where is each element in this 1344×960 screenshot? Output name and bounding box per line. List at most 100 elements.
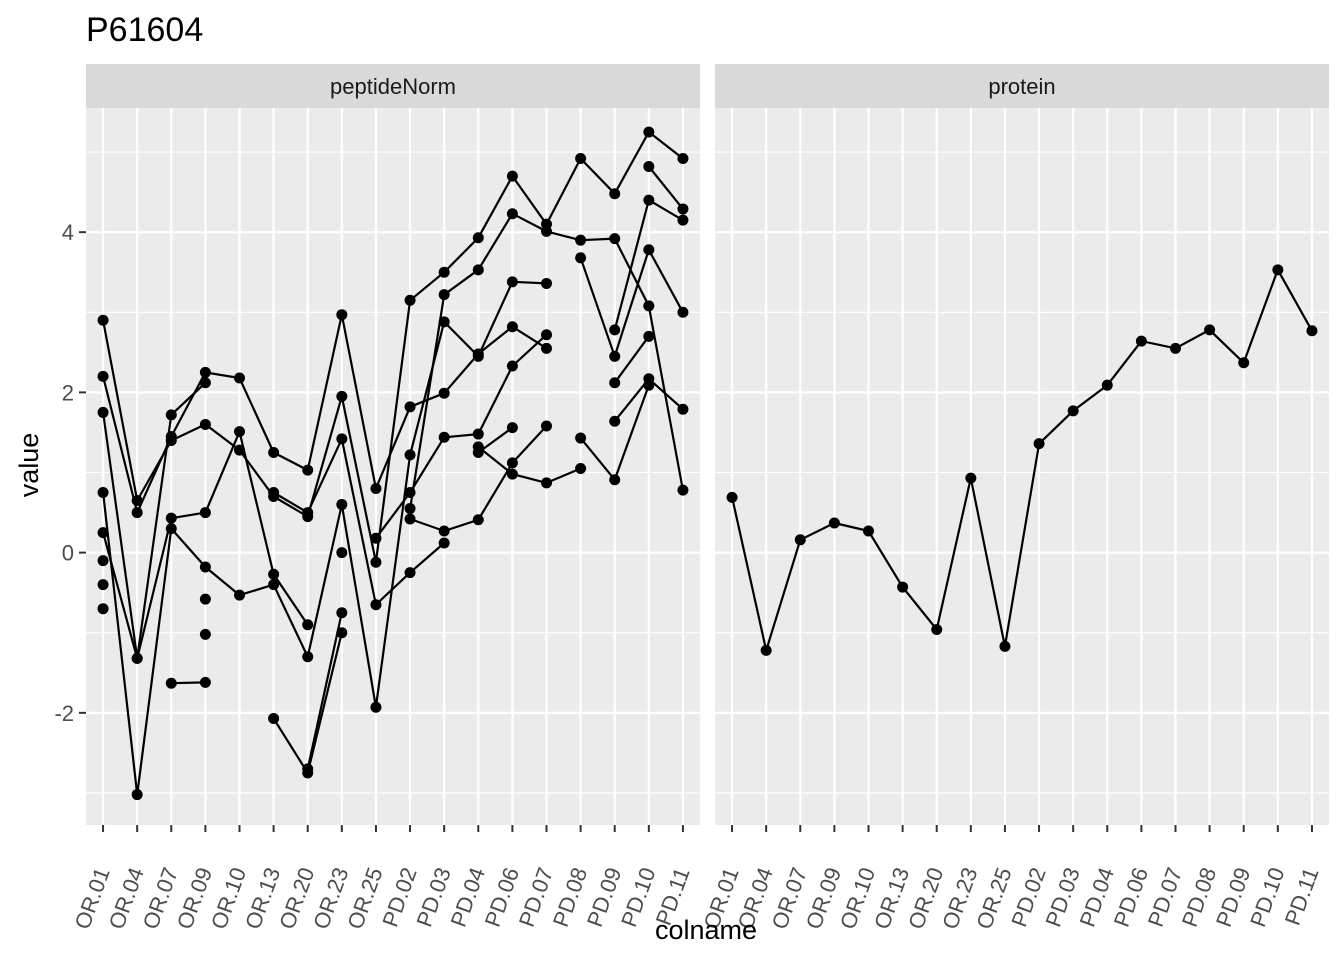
data-point bbox=[643, 126, 655, 138]
data-point bbox=[643, 300, 655, 312]
series-line bbox=[613, 335, 650, 384]
data-point bbox=[131, 652, 143, 664]
data-point bbox=[302, 763, 314, 775]
data-point bbox=[472, 441, 484, 453]
data-point bbox=[131, 789, 143, 801]
facet-strip bbox=[715, 64, 1329, 108]
facet-strip-label: peptideNorm bbox=[330, 74, 456, 99]
data-point bbox=[541, 225, 552, 237]
data-point bbox=[165, 430, 177, 442]
data-point bbox=[794, 534, 806, 546]
data-point bbox=[268, 579, 280, 591]
panel-background bbox=[86, 108, 700, 825]
data-point bbox=[97, 527, 109, 539]
data-point bbox=[575, 432, 587, 444]
data-point bbox=[472, 350, 484, 362]
series-line bbox=[273, 437, 445, 606]
data-point bbox=[472, 264, 484, 276]
data-point bbox=[1135, 335, 1147, 347]
data-point bbox=[541, 477, 552, 489]
data-point bbox=[643, 379, 655, 391]
x-axis-title: colname bbox=[655, 915, 757, 945]
data-point bbox=[370, 532, 382, 544]
data-point bbox=[575, 463, 587, 475]
data-point bbox=[1170, 342, 1181, 354]
data-point bbox=[97, 555, 109, 567]
facet-panel-protein: proteinOR.01OR.04OR.07OR.09OR.10OR.13OR.… bbox=[699, 64, 1329, 932]
facet-panels: peptideNormOR.01OR.04OR.07OR.09OR.10OR.1… bbox=[70, 64, 1329, 932]
data-point bbox=[404, 567, 416, 579]
data-point bbox=[199, 676, 211, 688]
data-point bbox=[302, 651, 314, 663]
data-point bbox=[131, 495, 143, 507]
data-point bbox=[199, 593, 211, 605]
data-point bbox=[404, 513, 416, 525]
data-point bbox=[302, 464, 314, 476]
data-point bbox=[336, 433, 348, 445]
data-point bbox=[472, 232, 484, 244]
data-point bbox=[370, 599, 382, 611]
data-point bbox=[506, 276, 518, 288]
series-line bbox=[731, 268, 1313, 652]
data-point bbox=[609, 350, 621, 362]
series-line bbox=[477, 426, 514, 454]
data-point bbox=[199, 377, 211, 389]
data-point bbox=[677, 152, 689, 164]
data-point bbox=[541, 329, 552, 341]
series-line bbox=[102, 130, 684, 564]
data-point bbox=[438, 266, 450, 278]
data-point bbox=[541, 277, 552, 289]
data-point bbox=[404, 401, 416, 413]
series-line bbox=[579, 248, 684, 358]
data-point bbox=[1101, 379, 1113, 391]
data-point bbox=[760, 644, 772, 656]
data-point bbox=[438, 537, 450, 549]
data-point bbox=[999, 640, 1011, 652]
data-point bbox=[506, 321, 518, 333]
data-point bbox=[541, 420, 552, 432]
data-point bbox=[438, 289, 450, 301]
data-point bbox=[643, 244, 655, 256]
data-point bbox=[268, 568, 280, 580]
data-point bbox=[438, 431, 450, 443]
data-point bbox=[336, 607, 348, 619]
data-point bbox=[506, 208, 518, 220]
data-point bbox=[438, 525, 450, 537]
data-point bbox=[1067, 405, 1079, 417]
data-point bbox=[506, 170, 518, 182]
series-line bbox=[647, 165, 684, 210]
data-point bbox=[438, 316, 450, 328]
data-point bbox=[336, 390, 348, 402]
data-point bbox=[165, 523, 177, 535]
data-point bbox=[199, 561, 211, 573]
data-point bbox=[268, 712, 280, 724]
data-point bbox=[404, 294, 416, 306]
data-point bbox=[97, 579, 109, 591]
data-point bbox=[677, 484, 689, 496]
data-point bbox=[234, 426, 245, 438]
data-point bbox=[828, 517, 840, 529]
data-point bbox=[1272, 264, 1284, 276]
data-point bbox=[472, 514, 484, 526]
data-point bbox=[336, 547, 348, 559]
data-point bbox=[370, 556, 382, 568]
data-point bbox=[506, 468, 518, 480]
y-axis-title: value bbox=[14, 433, 44, 498]
data-point bbox=[897, 581, 909, 593]
data-point bbox=[575, 152, 587, 164]
data-point bbox=[234, 589, 245, 601]
data-point bbox=[404, 503, 416, 515]
data-point bbox=[97, 487, 109, 499]
data-point bbox=[506, 422, 518, 434]
facet-strip-label: protein bbox=[988, 74, 1055, 99]
data-point bbox=[165, 677, 177, 689]
data-point bbox=[506, 360, 518, 372]
series-line bbox=[102, 313, 548, 514]
data-point bbox=[863, 525, 874, 537]
data-point bbox=[97, 314, 109, 326]
data-point bbox=[336, 309, 348, 321]
data-point bbox=[97, 603, 109, 615]
series-line bbox=[102, 381, 207, 660]
data-point bbox=[234, 372, 245, 384]
